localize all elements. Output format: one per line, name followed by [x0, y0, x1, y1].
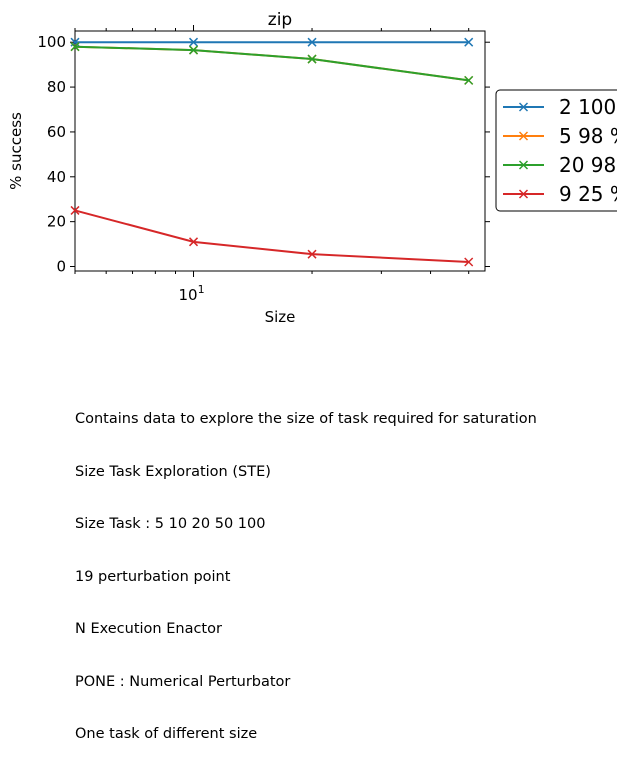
legend: 2 100 5 98 % 20 98 9 25 % [495, 89, 617, 212]
caption-line: PONE : Numerical Perturbator [75, 673, 291, 690]
caption-line: One task of different size [75, 726, 258, 742]
legend-marker [518, 131, 529, 141]
plot-area [74, 30, 486, 272]
y-tick-label: 60 [47, 123, 66, 141]
data-point [464, 75, 474, 85]
legend-label: 9 25 % [559, 182, 617, 206]
chart-title: zip [268, 10, 292, 30]
legend-marker [518, 102, 529, 112]
legend-label: 2 100 [559, 95, 616, 119]
x-axis-label: Size [265, 308, 296, 326]
y-tick-label: 100 [37, 33, 66, 51]
caption-line: N Execution Enactor [75, 621, 222, 637]
y-tick-label: 0 [56, 258, 66, 276]
data-point [70, 205, 80, 215]
data-point [307, 37, 317, 47]
data-point [307, 249, 317, 259]
y-axis: 0 20 40 60 80 100 [37, 33, 490, 276]
data-point [464, 257, 474, 267]
data-point [188, 37, 199, 47]
legend-marker [518, 189, 529, 199]
data-point [188, 45, 199, 55]
data-point [464, 37, 474, 47]
caption: Contains data to explore the size of tas… [75, 376, 537, 761]
y-tick-label: 20 [47, 213, 66, 231]
caption-line: 19 perturbation point [75, 568, 231, 585]
x-tick-label: 101 [178, 283, 204, 304]
data-point [307, 54, 317, 64]
y-axis-label: % success [7, 112, 25, 190]
legend-label: 20 98 [559, 153, 616, 177]
legend-label: 5 98 % [559, 124, 617, 148]
caption-line: Size Task Exploration (STE) [75, 463, 271, 480]
series-line [74, 209, 469, 264]
caption-line: Size Task : 5 10 20 50 100 [75, 516, 266, 532]
y-tick-label: 40 [47, 168, 66, 186]
caption-line: Contains data to explore the size of tas… [75, 411, 537, 427]
legend-frame [495, 89, 617, 212]
series-layer [70, 37, 474, 267]
line-chart: zip 0 20 40 60 80 100 101 Size % success 2 10… [7, 10, 617, 326]
legend-marker [518, 160, 529, 170]
data-point [188, 237, 199, 247]
x-axis: 101 [74, 25, 470, 304]
series-line [74, 45, 469, 82]
data-point [70, 42, 80, 52]
series-line [74, 45, 469, 82]
y-tick-label: 80 [47, 78, 66, 96]
